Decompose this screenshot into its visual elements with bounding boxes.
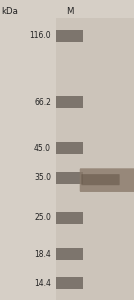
Bar	[56, 277, 83, 289]
Bar	[56, 142, 83, 154]
Bar	[56, 96, 83, 109]
Text: 45.0: 45.0	[34, 144, 51, 153]
Bar	[56, 172, 83, 184]
Text: kDa: kDa	[1, 8, 18, 16]
Bar	[56, 18, 134, 300]
Bar	[56, 248, 83, 260]
Bar	[56, 212, 83, 224]
Text: 14.4: 14.4	[34, 279, 51, 288]
Text: 18.4: 18.4	[34, 250, 51, 259]
Text: M: M	[66, 8, 73, 16]
FancyBboxPatch shape	[80, 168, 134, 192]
Bar	[56, 30, 83, 42]
Text: 35.0: 35.0	[34, 173, 51, 182]
Text: 66.2: 66.2	[34, 98, 51, 107]
Text: 116.0: 116.0	[29, 32, 51, 40]
FancyBboxPatch shape	[81, 174, 120, 185]
Text: 25.0: 25.0	[34, 213, 51, 222]
